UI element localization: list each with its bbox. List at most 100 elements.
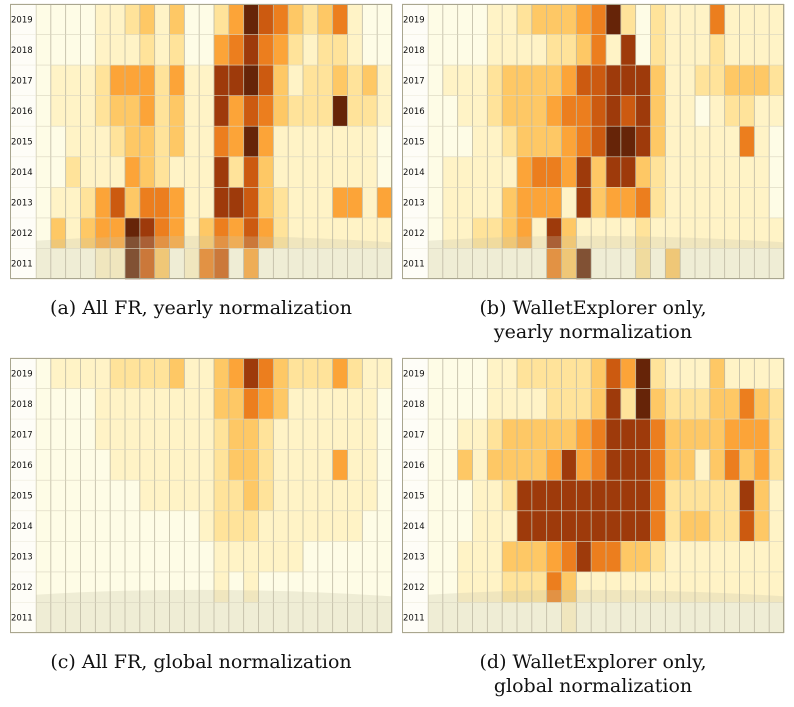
heat-cell	[154, 65, 170, 96]
heat-cell	[561, 4, 577, 35]
heat-cell	[228, 34, 244, 66]
heat-cell	[665, 65, 681, 96]
heat-cell	[487, 510, 503, 542]
heat-cell	[169, 419, 185, 450]
heat-cell	[36, 571, 52, 603]
heat-cell	[362, 126, 378, 158]
heat-cell	[332, 217, 348, 249]
heat-cell	[769, 602, 785, 634]
heat-cell	[258, 34, 274, 66]
heat-cell	[517, 480, 533, 512]
heat-cell	[377, 358, 393, 389]
heat-cell	[650, 602, 666, 634]
heat-cell	[457, 510, 473, 542]
caption-b-line-1: (b) WalletExplorer only,	[479, 297, 707, 319]
heat-cell	[65, 388, 81, 420]
heat-cell	[635, 217, 651, 249]
heat-cell	[125, 187, 141, 219]
heat-cell	[457, 480, 473, 512]
heat-cell	[487, 156, 503, 188]
heat-cell	[739, 217, 755, 249]
heat-cell	[110, 449, 126, 481]
heat-cell	[125, 34, 141, 66]
heat-cell	[65, 510, 81, 542]
heat-cell	[184, 449, 200, 481]
heat-cell	[243, 571, 259, 603]
heatmap-panel-a: 2019 2018 2017 2016 2015 2014 2013 2012 2011	[10, 3, 393, 280]
heat-cell	[303, 571, 319, 603]
row-label: 2017	[11, 76, 33, 86]
heat-cell	[635, 187, 651, 219]
heat-cell	[184, 248, 200, 280]
heat-cell	[428, 95, 444, 127]
heat-cell	[517, 449, 533, 481]
heat-cell	[243, 419, 259, 450]
heat-cell	[303, 541, 319, 573]
heat-cell	[332, 388, 348, 420]
heat-cell	[576, 510, 592, 542]
heat-cell	[169, 358, 185, 389]
heat-cell	[754, 449, 770, 481]
heat-cell	[709, 602, 725, 634]
heat-cell	[428, 541, 444, 573]
heat-cell	[243, 95, 259, 127]
heat-cell	[531, 480, 547, 512]
heat-cell	[561, 449, 577, 481]
heat-cell	[273, 95, 289, 127]
heat-cell	[317, 187, 333, 219]
heat-cell	[502, 126, 518, 158]
heat-cell	[739, 65, 755, 96]
heat-cell	[199, 602, 215, 634]
heat-cell	[154, 480, 170, 512]
heat-cell	[80, 480, 96, 512]
heat-cell	[332, 187, 348, 219]
heat-cell	[65, 4, 81, 35]
heat-cell	[65, 156, 81, 188]
heat-cell	[650, 541, 666, 573]
heat-cell	[214, 4, 230, 35]
heat-cell	[442, 248, 458, 280]
heat-cell	[317, 388, 333, 420]
heat-cell	[347, 449, 363, 481]
heat-cell	[502, 34, 518, 66]
heat-cell	[531, 449, 547, 481]
heat-cell	[472, 217, 488, 249]
heat-cell	[139, 388, 155, 420]
heat-cell	[635, 388, 651, 420]
heat-cell	[709, 358, 725, 389]
heat-cell	[531, 217, 547, 249]
heat-cell	[50, 388, 66, 420]
heat-cell	[769, 510, 785, 542]
heat-cell	[169, 95, 185, 127]
heat-cell	[680, 65, 696, 96]
heat-cell	[199, 419, 215, 450]
heat-cell	[754, 419, 770, 450]
heat-cell	[288, 571, 304, 603]
heat-cell	[606, 388, 622, 420]
heat-cell	[695, 217, 711, 249]
heat-cell	[184, 541, 200, 573]
heat-cell	[258, 602, 274, 634]
heat-cell	[377, 388, 393, 420]
heat-cell	[362, 187, 378, 219]
heat-cell	[347, 248, 363, 280]
heat-cell	[665, 388, 681, 420]
heat-cell	[709, 156, 725, 188]
heat-cell	[36, 4, 52, 35]
heat-cell	[303, 480, 319, 512]
row-label: 2019	[11, 15, 33, 25]
row-label: 2018	[11, 46, 33, 56]
heat-cell	[442, 510, 458, 542]
heat-cell	[169, 449, 185, 481]
heat-cell	[606, 541, 622, 573]
heat-cell	[80, 126, 96, 158]
heat-cell	[428, 510, 444, 542]
heat-cell	[154, 156, 170, 188]
heat-cell	[472, 156, 488, 188]
heat-cell	[709, 95, 725, 127]
heat-cell	[576, 449, 592, 481]
heat-cell	[303, 126, 319, 158]
heat-cell	[362, 602, 378, 634]
heat-cell	[50, 541, 66, 573]
heat-cell	[184, 34, 200, 66]
